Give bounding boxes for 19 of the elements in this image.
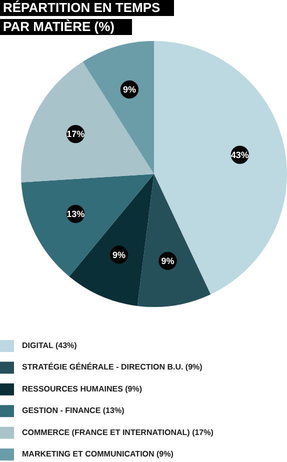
- pie-slice: [69, 174, 154, 306]
- data-label: 9%: [122, 84, 136, 94]
- legend-label: STRATÉGIE GÉNÉRALE - DIRECTION B.U. (9%): [22, 362, 203, 372]
- data-label: 9%: [161, 256, 174, 266]
- chart-title: RÉPARTITION EN TEMPS PAR MATIÈRE (%): [3, 0, 161, 34]
- data-label: 43%: [230, 150, 249, 160]
- pie-slice: [137, 174, 211, 307]
- data-label: 9%: [112, 250, 126, 260]
- data-label: 17%: [66, 129, 85, 140]
- legend-label: RESSOURCES HUMAINES (9%): [22, 384, 142, 394]
- pie-slice: [21, 174, 154, 276]
- legend-label: GESTION - FINANCE (13%): [22, 406, 125, 416]
- legend-label: DIGITAL (43%): [22, 341, 78, 350]
- pie-slice: [82, 41, 154, 174]
- data-label: 13%: [66, 208, 85, 219]
- pie-slice: [154, 41, 287, 294]
- legend-label: MARKETING ET COMMUNICATION (9%): [22, 450, 174, 458]
- pie-slice: [21, 62, 154, 182]
- legend-label: COMMERCE (FRANCE ET INTERNATIONAL) (17%): [22, 428, 214, 437]
